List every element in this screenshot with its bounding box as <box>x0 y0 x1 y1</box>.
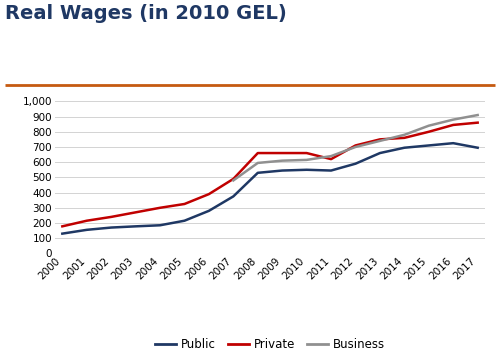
Business <box>352 145 358 149</box>
Public <box>157 223 163 227</box>
Private <box>132 210 138 215</box>
Public <box>60 231 66 236</box>
Private <box>84 219 90 223</box>
Business <box>255 161 261 165</box>
Business <box>474 113 480 117</box>
Private <box>279 151 285 155</box>
Private <box>60 224 66 228</box>
Public <box>84 228 90 232</box>
Public <box>108 226 114 230</box>
Business <box>450 117 456 122</box>
Private <box>108 215 114 219</box>
Private <box>426 130 432 134</box>
Business <box>279 159 285 163</box>
Private <box>474 121 480 125</box>
Text: Real Wages (in 2010 GEL): Real Wages (in 2010 GEL) <box>5 4 287 22</box>
Private <box>182 202 188 206</box>
Line: Private: Private <box>62 123 478 226</box>
Business <box>230 178 236 182</box>
Business <box>328 154 334 158</box>
Line: Public: Public <box>62 143 478 233</box>
Private <box>255 151 261 155</box>
Public <box>474 146 480 150</box>
Public <box>132 224 138 228</box>
Public <box>426 143 432 148</box>
Public <box>377 151 383 155</box>
Public <box>206 209 212 213</box>
Business <box>377 139 383 143</box>
Business <box>402 132 407 137</box>
Public <box>279 168 285 173</box>
Public <box>328 168 334 173</box>
Line: Business: Business <box>234 115 478 180</box>
Private <box>206 192 212 196</box>
Private <box>352 143 358 148</box>
Business <box>304 158 310 162</box>
Public <box>352 161 358 166</box>
Public <box>230 194 236 198</box>
Private <box>377 137 383 142</box>
Private <box>230 177 236 181</box>
Public <box>255 171 261 175</box>
Legend: Public, Private, Business: Public, Private, Business <box>150 334 390 356</box>
Public <box>450 141 456 145</box>
Public <box>402 146 407 150</box>
Public <box>182 219 188 223</box>
Private <box>157 206 163 210</box>
Business <box>426 123 432 128</box>
Private <box>304 151 310 155</box>
Private <box>328 157 334 161</box>
Public <box>304 168 310 172</box>
Private <box>402 136 407 140</box>
Private <box>450 123 456 127</box>
